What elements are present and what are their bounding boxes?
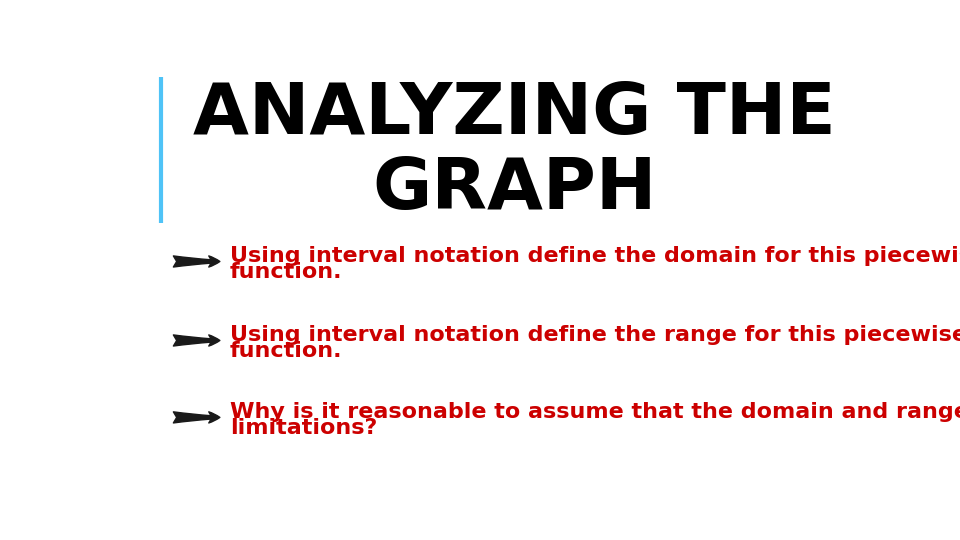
Text: GRAPH: GRAPH [372, 155, 657, 224]
Text: function.: function. [230, 341, 343, 361]
Text: function.: function. [230, 262, 343, 282]
Text: limitations?: limitations? [230, 418, 377, 438]
Text: Using interval notation define the domain for this piecewise defined: Using interval notation define the domai… [230, 246, 960, 266]
Text: Using interval notation define the range for this piecewise defined: Using interval notation define the range… [230, 325, 960, 345]
Text: Why is it reasonable to assume that the domain and range have: Why is it reasonable to assume that the … [230, 402, 960, 422]
Text: ANALYZING THE: ANALYZING THE [193, 80, 836, 149]
